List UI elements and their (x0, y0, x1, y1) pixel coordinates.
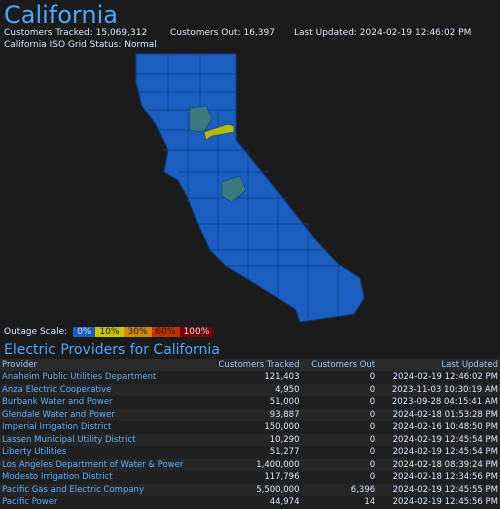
last-updated-cell: 2024-02-19 12:45:56 PM (377, 496, 500, 509)
last-updated-cell: 2024-02-16 10:48:50 PM (377, 421, 500, 434)
table-row: Anaheim Public Utilities Department 121,4… (0, 371, 500, 384)
col-customers-tracked[interactable]: Customers Tracked (206, 359, 302, 371)
customers-out-cell: 6,396 (301, 483, 378, 496)
customers-out-cell: 14 (301, 496, 378, 509)
customers-out-cell: 0 (301, 371, 378, 384)
table-row: Modesto Irrigation District 117,796 0 2024-… (0, 471, 500, 484)
outage-scale: Outage Scale: 0% 10% 30% 60% 100% (4, 327, 214, 337)
customers-tracked-cell: 93,887 (206, 408, 302, 421)
provider-link[interactable]: Liberty Utilities (0, 446, 207, 459)
col-customers-out[interactable]: Customers Out (301, 359, 378, 371)
table-row: Burbank Water and Power 51,000 0 2023-09-28… (0, 396, 500, 409)
provider-link[interactable]: Los Angeles Department of Water & Power (0, 458, 207, 471)
outage-scale-label: Outage Scale: (4, 327, 68, 337)
scale-swatch-100: 100% (179, 327, 214, 337)
customers-out-cell: 0 (301, 396, 378, 409)
iso-status-text: California ISO Grid Status: Normal (4, 40, 157, 50)
customers-tracked-cell: 121,403 (206, 371, 302, 384)
provider-link[interactable]: Pacific Gas and Electric Company (0, 483, 207, 496)
last-updated-cell: 2024-02-19 12:45:54 PM (377, 433, 500, 446)
state-shape[interactable] (135, 53, 365, 323)
highlight-county-green-2[interactable] (221, 175, 247, 203)
table-row: Los Angeles Department of Water & Power 1… (0, 458, 500, 471)
last-updated-cell: 2023-09-28 04:15:41 AM (377, 396, 500, 409)
provider-link[interactable]: Burbank Water and Power (0, 396, 207, 409)
customers-out-cell: 0 (301, 458, 378, 471)
customers-out-cell: 0 (301, 433, 378, 446)
provider-link[interactable]: Modesto Irrigation District (0, 471, 207, 484)
table-row: Imperial Irrigation District 150,000 0 2024… (0, 421, 500, 434)
scale-swatch-60: 60% (151, 327, 180, 337)
table-header-row: Provider Customers Tracked Customers Out… (0, 359, 500, 371)
customers-tracked-cell: 51,000 (206, 396, 302, 409)
california-outage-map[interactable] (128, 52, 374, 324)
col-last-updated[interactable]: Last Updated (377, 359, 500, 371)
last-updated-text: Last Updated: 2024-02-19 12:46:02 PM (294, 28, 472, 38)
customers-tracked-cell: 4,950 (206, 383, 302, 396)
customers-tracked-cell: 5,500,000 (206, 483, 302, 496)
customers-out-cell: 0 (301, 446, 378, 459)
table-row: Pacific Gas and Electric Company 5,500,00… (0, 483, 500, 496)
last-updated-cell: 2023-11-03 10:30:19 AM (377, 383, 500, 396)
providers-heading: Electric Providers for California (4, 342, 220, 358)
page-title: California (4, 1, 118, 29)
last-updated-cell: 2024-02-18 01:53:28 PM (377, 408, 500, 421)
last-updated-cell: 2024-02-19 12:45:55 PM (377, 483, 500, 496)
provider-link[interactable]: Lassen Municipal Utility District (0, 433, 207, 446)
customers-tracked-cell: 1,400,000 (206, 458, 302, 471)
provider-link[interactable]: Anaheim Public Utilities Department (0, 371, 207, 384)
scale-swatch-0: 0% (73, 327, 96, 337)
table-row: Glendale Water and Power 93,887 0 2024-02-1… (0, 408, 500, 421)
county-lines (136, 54, 343, 317)
customers-tracked-cell: 150,000 (206, 421, 302, 434)
provider-link[interactable]: Imperial Irrigation District (0, 421, 207, 434)
last-updated-cell: 2024-02-19 12:45:54 PM (377, 446, 500, 459)
last-updated-cell: 2024-02-18 12:34:56 PM (377, 471, 500, 484)
last-updated-cell: 2024-02-18 08:39:24 PM (377, 458, 500, 471)
scale-swatch-30: 30% (123, 327, 152, 337)
table-row: Lassen Municipal Utility District 10,290 0… (0, 433, 500, 446)
customers-out-cell: 0 (301, 383, 378, 396)
highlight-county-yellow[interactable] (203, 123, 235, 141)
provider-link[interactable]: Pacific Power (0, 496, 207, 509)
customers-out-cell: 0 (301, 408, 378, 421)
customers-out-cell: 0 (301, 471, 378, 484)
col-provider[interactable]: Provider (0, 359, 207, 371)
customers-tracked-cell: 117,796 (206, 471, 302, 484)
scale-swatch-10: 10% (95, 327, 124, 337)
provider-link[interactable]: Glendale Water and Power (0, 408, 207, 421)
customers-out-text: Customers Out: 16,397 (170, 28, 275, 38)
providers-table: Provider Customers Tracked Customers Out… (0, 359, 500, 509)
customers-tracked-cell: 51,277 (206, 446, 302, 459)
provider-link[interactable]: Anza Electric Cooperative (0, 383, 207, 396)
last-updated-cell: 2024-02-19 12:46:02 PM (377, 371, 500, 384)
state-map-svg[interactable] (128, 52, 374, 324)
table-row: Anza Electric Cooperative 4,950 0 2023-11-0… (0, 383, 500, 396)
summary-stats: Customers Tracked: 15,069,312 Customers … (4, 28, 500, 52)
table-row: Liberty Utilities 51,277 0 2024-02-19 12:45… (0, 446, 500, 459)
customers-tracked-cell: 10,290 (206, 433, 302, 446)
customers-out-cell: 0 (301, 421, 378, 434)
highlight-county-green[interactable] (189, 105, 213, 133)
customers-tracked-cell: 44,974 (206, 496, 302, 509)
customers-tracked-text: Customers Tracked: 15,069,312 (4, 28, 148, 38)
table-row: Pacific Power 44,974 14 2024-02-19 12:45:56… (0, 496, 500, 509)
